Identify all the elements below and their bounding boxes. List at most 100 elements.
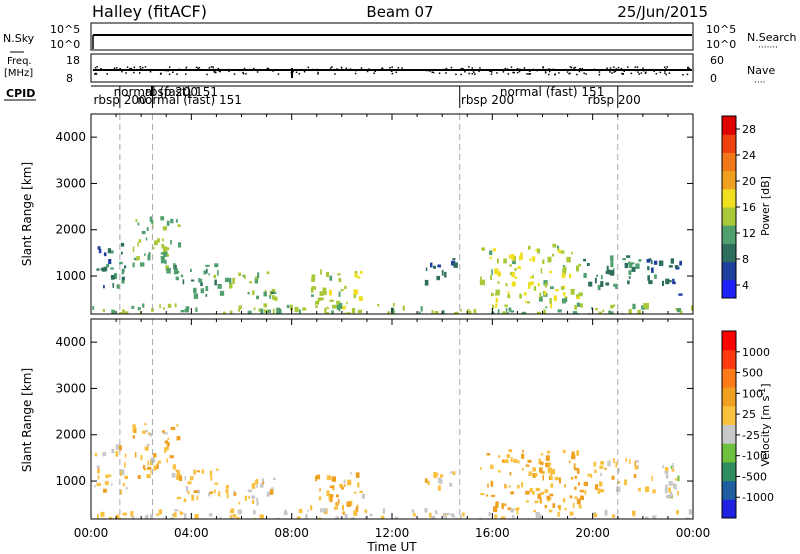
echo-cell [434, 311, 439, 314]
echo-cell [340, 289, 344, 292]
echo-cell [651, 267, 654, 273]
colorbar-tick-label: 16 [742, 201, 756, 214]
freq-sample [168, 66, 171, 68]
echo-cell [120, 251, 123, 255]
echo-cell [670, 491, 673, 497]
echo-cell [628, 262, 633, 269]
echo-cell [106, 518, 110, 519]
echo-cell [548, 462, 552, 466]
freq-sample [455, 73, 457, 76]
nave-label: Nave [747, 64, 775, 77]
echo-cell [343, 312, 348, 314]
echo-cell [162, 307, 166, 310]
freq-sample [665, 73, 667, 76]
echo-cell [450, 471, 455, 474]
echo-cell [335, 502, 338, 506]
echo-cell [571, 454, 576, 460]
velocity-panel: 1000 2000 3000 4000 00:00 04:00 08:00 12:00 16:… [20, 318, 774, 554]
echo-cell [107, 248, 111, 254]
echo-cell [444, 271, 447, 278]
echo-cell [377, 303, 380, 307]
freq-sample [206, 73, 208, 76]
echo-cell [569, 511, 574, 516]
echo-cell [497, 271, 501, 277]
echo-cell [433, 472, 438, 478]
echo-cell [164, 259, 167, 265]
echo-cell [562, 292, 566, 296]
freq-sample [242, 71, 244, 74]
echo-cell [343, 479, 346, 484]
echo-cell [594, 469, 597, 473]
echo-cell [649, 313, 651, 314]
echo-cell [132, 246, 135, 253]
freq-sample [176, 73, 178, 75]
echo-cell [550, 302, 553, 309]
freq-sample [219, 70, 221, 73]
echo-cell [685, 517, 690, 519]
echo-cell [600, 461, 604, 465]
echo-cell [413, 513, 416, 517]
echo-cell [296, 516, 301, 519]
echo-cell [600, 472, 603, 477]
echo-cell [674, 484, 677, 490]
freq-sample [548, 73, 550, 76]
echo-cell [444, 515, 447, 519]
echo-cell [263, 303, 268, 308]
echo-cell [364, 509, 368, 513]
echo-cell [136, 256, 140, 261]
echo-cell [525, 464, 530, 467]
echo-cell [597, 488, 601, 493]
echo-cell [161, 243, 165, 249]
echo-cell [232, 514, 237, 518]
echo-cell [146, 474, 151, 479]
echo-cell [150, 470, 153, 474]
echo-cell [508, 254, 511, 259]
echo-cell [608, 269, 611, 275]
freq-sample [687, 66, 689, 69]
echo-cell [329, 299, 334, 302]
echo-cell [505, 283, 508, 287]
echo-cell [525, 490, 530, 495]
freq-sample [292, 70, 294, 72]
echo-cell [185, 486, 189, 492]
echo-cell [334, 506, 338, 510]
echo-cell [677, 475, 680, 482]
echo-cell [522, 449, 524, 453]
echo-cell [598, 311, 602, 314]
echo-cell [344, 285, 347, 290]
echo-cell [298, 309, 301, 314]
echo-cell [253, 307, 256, 311]
echo-cell [193, 469, 196, 475]
echo-cell [539, 497, 542, 503]
echo-cell [576, 468, 580, 474]
cpid-label: CPID [6, 87, 35, 100]
echo-cell [645, 486, 650, 493]
echo-cell [259, 483, 264, 488]
echo-cell [495, 289, 500, 295]
colorbar-segment [722, 499, 736, 519]
echo-cell [665, 484, 668, 490]
freq-sample [490, 73, 493, 75]
xtick-label: 20:00 [575, 526, 610, 540]
xtick-label: 00:00 [74, 526, 109, 540]
echo-cell [269, 489, 274, 495]
freq-sample [613, 71, 615, 73]
freq-sample [130, 67, 132, 70]
freq-sample [462, 67, 464, 70]
echo-cell [586, 263, 590, 266]
freq-sample [208, 67, 211, 69]
nsky-strip-frame [90, 22, 694, 51]
echo-cell [196, 489, 200, 494]
cpid-text: normal (fast) 151 [114, 85, 218, 99]
echo-cell [539, 467, 543, 473]
echo-cell [504, 503, 507, 507]
echo-cell [658, 260, 664, 266]
echo-cell [525, 500, 529, 503]
freq-sample [397, 67, 400, 69]
echo-cell [209, 470, 213, 477]
echo-cell [537, 283, 540, 287]
echo-cell [176, 436, 181, 441]
freq-sample [94, 67, 97, 69]
echo-cell [146, 443, 150, 447]
echo-cell [104, 481, 109, 486]
